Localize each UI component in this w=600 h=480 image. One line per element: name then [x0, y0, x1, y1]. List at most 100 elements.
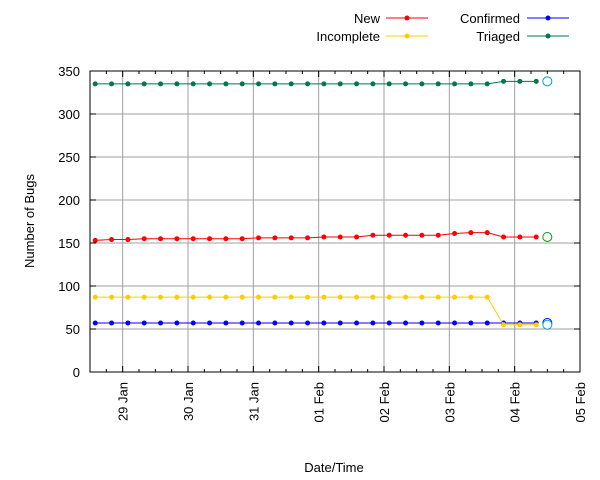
- data-point-triaged: [174, 81, 180, 87]
- series-line-triaged: [95, 80, 537, 85]
- data-point-new: [386, 232, 392, 238]
- data-point-new: [223, 236, 229, 242]
- data-point-new: [109, 237, 115, 243]
- legend-label-triaged: Triaged: [476, 29, 520, 44]
- plot-frame: [89, 70, 581, 373]
- data-point-new: [141, 236, 147, 242]
- y-tick-label: 50: [66, 322, 80, 337]
- x-tick-label: 04 Feb: [508, 382, 523, 422]
- data-point-incomplete: [288, 294, 294, 300]
- data-point-confirmed: [207, 320, 213, 326]
- data-point-incomplete: [354, 294, 360, 300]
- legend: New Confirmed Incomplete Triaged: [316, 11, 569, 44]
- x-tick-label: 02 Feb: [377, 382, 392, 422]
- open-marker-triaged: [542, 76, 553, 87]
- y-tick-label: 200: [58, 193, 80, 208]
- legend-item-confirmed: Confirmed: [460, 11, 569, 26]
- data-point-triaged: [354, 81, 360, 87]
- data-point-incomplete: [125, 294, 131, 300]
- data-point-confirmed: [141, 320, 147, 326]
- legend-label-confirmed: Confirmed: [460, 11, 520, 26]
- data-point-new: [158, 236, 164, 242]
- open-marker-new: [542, 231, 553, 242]
- x-tick-label: 29 Jan: [116, 382, 131, 421]
- series-layer: [92, 76, 553, 330]
- data-point-triaged: [419, 81, 425, 87]
- data-point-confirmed: [288, 320, 294, 326]
- legend-item-new: New: [354, 11, 428, 26]
- data-point-new: [125, 237, 131, 243]
- data-point-confirmed: [92, 320, 98, 326]
- data-point-incomplete: [239, 294, 245, 300]
- legend-item-triaged: Triaged: [476, 29, 569, 44]
- open-marker-incomplete: [542, 319, 553, 330]
- data-point-new: [533, 234, 539, 240]
- data-point-new: [190, 236, 196, 242]
- series-confirmed: [92, 317, 553, 328]
- data-point-incomplete: [109, 294, 115, 300]
- legend-swatch-point-confirmed: [545, 15, 551, 21]
- legend-label-incomplete: Incomplete: [316, 29, 380, 44]
- data-point-incomplete: [256, 294, 262, 300]
- data-point-triaged: [158, 81, 164, 87]
- data-point-new: [468, 230, 474, 236]
- data-point-incomplete: [403, 294, 409, 300]
- y-tick-label: 250: [58, 150, 80, 165]
- data-point-triaged: [533, 78, 539, 84]
- data-point-incomplete: [337, 294, 343, 300]
- data-point-new: [517, 234, 523, 240]
- y-axis-label: Number of Bugs: [22, 174, 37, 268]
- data-point-triaged: [484, 81, 490, 87]
- data-point-incomplete: [517, 322, 523, 328]
- data-point-incomplete: [141, 294, 147, 300]
- data-point-incomplete: [370, 294, 376, 300]
- data-point-new: [92, 237, 98, 243]
- data-point-confirmed: [468, 320, 474, 326]
- data-point-new: [321, 234, 327, 240]
- data-point-new: [207, 236, 213, 242]
- data-point-confirmed: [337, 320, 343, 326]
- data-point-triaged: [207, 81, 213, 87]
- series-new: [92, 230, 553, 243]
- data-point-incomplete: [223, 294, 229, 300]
- x-tick-label: 05 Feb: [573, 382, 588, 422]
- y-tick-label: 350: [58, 64, 80, 79]
- data-point-confirmed: [272, 320, 278, 326]
- data-point-confirmed: [321, 320, 327, 326]
- data-point-new: [435, 232, 441, 238]
- grid: [90, 70, 581, 373]
- series-triaged: [92, 76, 553, 87]
- data-point-triaged: [223, 81, 229, 87]
- data-point-confirmed: [354, 320, 360, 326]
- data-point-incomplete: [272, 294, 278, 300]
- data-point-new: [484, 230, 490, 236]
- data-point-confirmed: [239, 320, 245, 326]
- x-tick-label: 31 Jan: [246, 382, 261, 421]
- data-point-triaged: [141, 81, 147, 87]
- data-point-confirmed: [403, 320, 409, 326]
- data-point-new: [403, 232, 409, 238]
- y-tick-label: 300: [58, 107, 80, 122]
- data-point-triaged: [501, 78, 507, 84]
- series-line-new: [95, 232, 537, 241]
- data-point-triaged: [125, 81, 131, 87]
- x-tick-label: 01 Feb: [312, 382, 327, 422]
- data-point-incomplete: [386, 294, 392, 300]
- data-point-triaged: [109, 81, 115, 87]
- data-point-incomplete: [92, 294, 98, 300]
- legend-item-incomplete: Incomplete: [316, 29, 428, 44]
- data-point-incomplete: [419, 294, 425, 300]
- data-point-confirmed: [484, 320, 490, 326]
- x-axis-label: Date/Time: [304, 460, 363, 475]
- data-point-new: [288, 235, 294, 241]
- data-point-incomplete: [468, 294, 474, 300]
- data-point-incomplete: [452, 294, 458, 300]
- data-point-triaged: [190, 81, 196, 87]
- data-point-triaged: [92, 81, 98, 87]
- data-point-confirmed: [305, 320, 311, 326]
- data-point-triaged: [288, 81, 294, 87]
- data-point-confirmed: [435, 320, 441, 326]
- data-point-confirmed: [223, 320, 229, 326]
- series-line-incomplete: [95, 296, 537, 326]
- data-point-incomplete: [158, 294, 164, 300]
